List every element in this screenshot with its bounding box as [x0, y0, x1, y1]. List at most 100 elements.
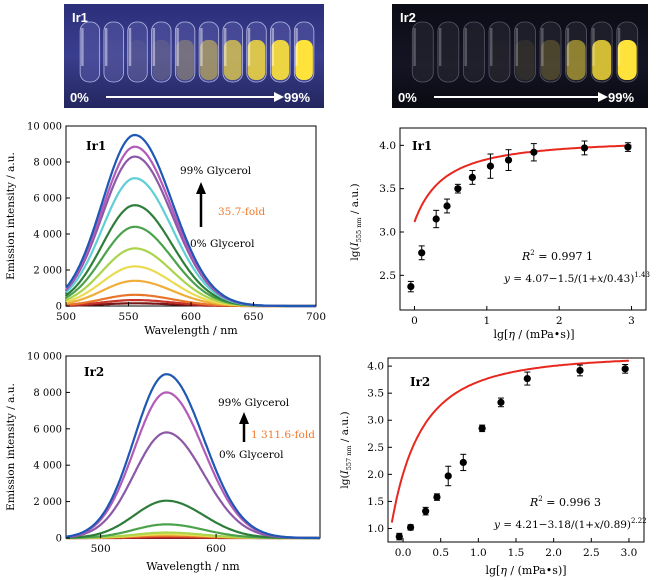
ir2-vial-photo-svg: Ir2 0% 99% [392, 4, 648, 108]
vial-highlight [617, 28, 621, 66]
vial-highlight [592, 28, 595, 66]
vial-highlight [541, 28, 544, 66]
ir2-fit-ylabel: lg(I557 nm / a.u.) [339, 411, 353, 488]
ir2-fit-label: Ir2 [410, 375, 430, 389]
x-tick-label: 0.0 [395, 547, 412, 559]
ir1-fold-label: 35.7-fold [218, 206, 265, 218]
vial [463, 21, 485, 83]
vial [174, 21, 196, 83]
vial-glow [617, 40, 637, 80]
x-tick-label: 1.0 [470, 547, 487, 559]
y-tick-label: 4 000 [33, 230, 62, 241]
data-point [454, 185, 462, 193]
vial-highlight [438, 28, 442, 66]
vial-highlight [464, 28, 467, 66]
vial-highlight [81, 28, 84, 66]
data-point [395, 532, 403, 541]
ir1-fit-ylabel: lg(I555 nm / a.u.) [349, 183, 363, 260]
y-tick-label: 10 000 [27, 122, 62, 133]
spectrum-line [65, 133, 316, 308]
fit-curve [390, 359, 629, 523]
y-tick-label: 0 [56, 302, 62, 313]
vial [437, 21, 460, 83]
data-point [422, 507, 430, 515]
spectrum-line [65, 373, 320, 540]
vial-glow [105, 40, 123, 80]
spectrum-line [65, 391, 320, 540]
x-tick-label: 3 [628, 315, 635, 327]
ir1-spectra-ylabel: Emission intensity / a.u. [5, 152, 17, 280]
x-tick-label: 500 [91, 543, 111, 555]
y-tick-label: 3.0 [367, 415, 384, 427]
y-tick-label: 2 000 [33, 266, 62, 277]
ir1-fit-xlabel: lg[η / (mPa•s)] [493, 328, 574, 341]
vial [151, 21, 172, 83]
ir2-r2-value: 0.996 3 [559, 496, 601, 509]
x-tick-label: 500 [56, 311, 76, 323]
vial-glow [515, 40, 535, 80]
ir2-up-arrow-head [239, 412, 249, 424]
x-tick-label: 700 [306, 311, 326, 323]
x-tick-label: 1 [483, 315, 490, 327]
data-point [504, 156, 513, 164]
vial-glow [271, 40, 290, 80]
vial-glow [247, 40, 266, 80]
x-tick-label: 0 [411, 315, 418, 327]
data-point [478, 424, 486, 432]
vial-highlight [128, 28, 132, 66]
vial-glow [439, 40, 458, 80]
ir2-spectra-ylabel: Emission intensity / a.u. [5, 383, 17, 511]
vial-highlight [176, 28, 179, 66]
data-point [418, 249, 426, 257]
data-point [443, 202, 451, 210]
ir1-r2: R2 = 0.997 1 [521, 249, 593, 263]
vial-highlight [271, 28, 275, 66]
vial-glow [413, 40, 432, 80]
y-tick-label: 4.0 [379, 140, 396, 152]
vial [79, 21, 101, 83]
vial-glow [541, 40, 561, 80]
ir2-spectra-chart: 500 600 0 2 000 4 000 6 000 8 000 10 000 Ir2 99… [5, 352, 321, 573]
vial [127, 21, 148, 83]
vial-highlight [566, 28, 570, 66]
y-tick-label: 4.0 [367, 361, 384, 373]
data-point [576, 366, 584, 375]
y-tick-label: 8 000 [33, 158, 62, 169]
ir2-photo-end: 99% [608, 90, 634, 105]
data-point [580, 144, 589, 152]
ir1-spectra-label: Ir1 [86, 139, 106, 153]
vial-glow [128, 40, 147, 80]
vial-glow [223, 40, 242, 80]
y-tick-label: 3.0 [379, 227, 396, 239]
vial-glow [566, 40, 586, 80]
vial-glow [81, 40, 99, 80]
ir1-equation: y = 4.07−1.5/(1+x/0.43)1.43 [503, 271, 650, 285]
data-point [433, 493, 441, 501]
vial-glow [200, 40, 218, 80]
vial-highlight [515, 28, 519, 66]
vial [411, 21, 434, 83]
ir2-annotation-top: 99% Glycerol [218, 397, 290, 409]
data-point [621, 365, 629, 373]
fit-curve [413, 144, 632, 223]
ir1-fit-frame [399, 127, 647, 311]
x-tick-label: 550 [118, 311, 138, 323]
x-tick-label: 0.5 [432, 547, 449, 559]
y-tick-label: 2.0 [367, 469, 384, 481]
ir1-spectra-xlabel: Wavelength / nm [144, 324, 238, 337]
x-tick-label: 650 [243, 311, 263, 323]
ir2-equation: y = 4.21−3.18/(1+x/0.89)2.22 [493, 517, 647, 531]
ir1-vial-photo: Ir1 0% 99% [64, 4, 324, 108]
data-point [444, 472, 452, 480]
spectrum-line [65, 155, 316, 308]
data-point [432, 215, 440, 223]
ir2-r2: R2 = 0.996 3 [529, 495, 601, 509]
vial [488, 21, 511, 83]
ir1-photo-end: 99% [284, 90, 310, 105]
x-tick-label: 600 [206, 543, 226, 555]
data-point [406, 523, 415, 531]
ir1-annotation-top: 99% Glycerol [180, 165, 252, 177]
data-point [459, 458, 467, 467]
data-point [497, 398, 505, 406]
data-point [486, 162, 495, 170]
